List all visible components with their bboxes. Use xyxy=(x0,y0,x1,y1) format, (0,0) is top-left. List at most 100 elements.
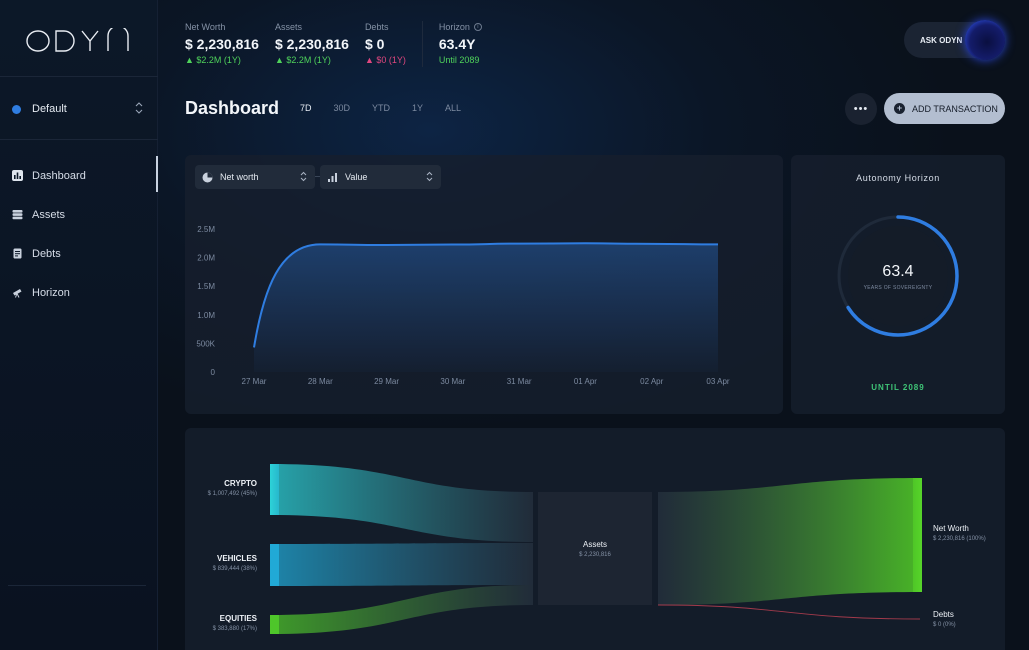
chevron-updown-icon xyxy=(426,171,433,182)
autonomy-value: 63.4 xyxy=(882,263,914,280)
range-tabs: 7D 30D YTD 1Y ALL xyxy=(300,103,483,113)
range-tab-ytd[interactable]: YTD xyxy=(372,103,391,113)
sankey-node-value: $ 2,230,816 xyxy=(579,551,611,558)
net-worth-point[interactable] xyxy=(712,238,724,250)
stat-value: $ 0 xyxy=(364,36,385,52)
ask-odyn-label: ASK ODYN xyxy=(920,35,963,45)
net-worth-point[interactable] xyxy=(579,237,591,249)
sidebar-item-debts[interactable]: Debts xyxy=(0,234,158,273)
stat-label: Horizon i xyxy=(439,21,482,33)
sankey-link-net-worth xyxy=(658,478,920,605)
sidebar-divider xyxy=(8,585,146,586)
stat-horizon: Horizon i 63.4Y Until 2089 xyxy=(439,21,482,67)
stat-label: Assets xyxy=(274,22,302,32)
x-tick-label: 27 Mar xyxy=(242,377,267,386)
stat-assets: Assets $ 2,230,816 ▲ $2.2M (1Y) xyxy=(275,21,349,67)
add-transaction-button[interactable]: + ADD TRANSACTION xyxy=(884,93,1005,124)
metric-dropdown[interactable]: Net worth xyxy=(195,165,315,189)
range-tab-7d[interactable]: 7D xyxy=(300,103,312,113)
sankey-label-equities: EQUITIES $ 383,880 (17%) xyxy=(185,614,257,632)
x-tick-label: 01 Apr xyxy=(574,377,597,386)
net-worth-point[interactable] xyxy=(381,239,393,251)
horizon-progress-ring xyxy=(837,215,959,337)
net-worth-point[interactable] xyxy=(447,239,459,251)
sankey-link-vehicles xyxy=(270,543,533,586)
ask-odyn-button[interactable]: ASK ODYN xyxy=(904,20,1005,60)
info-icon[interactable]: i xyxy=(473,23,482,31)
sankey-panel: Assets $ 2,230,816 CRYPTO $ 1,007,492 (4… xyxy=(185,428,1005,650)
net-worth-point[interactable] xyxy=(513,238,525,250)
sankey-label-value: $ 383,880 (17%) xyxy=(212,626,257,632)
sankey-label-name: VEHICLES xyxy=(216,554,257,563)
stat-sub: Until 2089 xyxy=(438,55,480,65)
sankey-node-crypto[interactable] xyxy=(270,464,279,515)
sankey-label-value: $ 1,007,492 (45%) xyxy=(207,491,257,497)
net-worth-point[interactable] xyxy=(646,238,658,250)
stat-value: 63.4Y xyxy=(438,36,476,52)
net-worth-chart-panel: 0 500K 1.0M 1.5M 2.0M 2.5M 27 Mar 28 Mar 29 Mar 3… xyxy=(185,155,783,414)
bar-signal-icon xyxy=(328,172,337,182)
page-title: Dashboard xyxy=(185,98,280,118)
range-tab-all[interactable]: ALL xyxy=(445,103,462,113)
net-worth-point[interactable] xyxy=(314,238,326,250)
range-tab-1y[interactable]: 1Y xyxy=(412,103,424,113)
document-icon xyxy=(12,248,23,259)
sidebar-item-assets[interactable]: Assets xyxy=(0,195,158,234)
sankey-node-vehicles[interactable] xyxy=(270,544,279,586)
range-tab-30d[interactable]: 30D xyxy=(333,103,351,113)
metric-dropdown-value: Net worth xyxy=(220,172,259,182)
y-tick-label: 500K xyxy=(196,339,215,348)
x-tick-label: 31 Mar xyxy=(507,377,532,386)
portfolio-selector[interactable]: Default xyxy=(12,100,144,118)
stat-divider xyxy=(421,21,423,67)
plus-icon: + xyxy=(894,103,905,114)
stat-value: $ 2,230,816 xyxy=(274,36,349,52)
sidebar-item-label: Assets xyxy=(32,208,66,221)
sankey-node-equities[interactable] xyxy=(270,615,279,634)
sankey-label-name: EQUITIES xyxy=(219,614,257,623)
sankey-label-value: $ 0 (0%) xyxy=(933,622,956,628)
mode-dropdown-value: Value xyxy=(345,172,368,182)
x-tick-label: 03 Apr xyxy=(706,377,729,386)
sankey-node-name: Assets xyxy=(582,539,607,549)
sankey-label-name: Debts xyxy=(933,610,954,619)
assistant-orb-icon[interactable] xyxy=(965,20,1005,60)
sankey-label-crypto: CRYPTO $ 1,007,492 (45%) xyxy=(185,479,257,497)
sankey-label-value: $ 839,444 (38%) xyxy=(212,566,257,572)
sidebar-item-dashboard[interactable]: Dashboard xyxy=(0,156,158,195)
net-worth-point[interactable] xyxy=(248,341,260,353)
stat-debts: Debts $ 0 ▲ $0 (1Y) xyxy=(365,21,406,67)
sankey-node-net-worth[interactable] xyxy=(913,478,922,592)
sankey-diagram xyxy=(270,464,922,634)
sidebar-item-label: Debts xyxy=(32,247,61,260)
stat-change: ▲ $2.2M (1Y) xyxy=(185,55,241,65)
x-tick-label: 29 Mar xyxy=(374,377,399,386)
sidebar-nav: Dashboard Assets Debts Horizon xyxy=(0,156,158,312)
telescope-icon xyxy=(12,287,23,298)
stat-value: $ 2,230,816 xyxy=(185,36,259,52)
sidebar: Default Dashboard Assets xyxy=(0,0,158,650)
y-tick-label: 1.5M xyxy=(197,282,215,291)
y-tick-label: 2.0M xyxy=(197,254,215,263)
sankey-label-value: $ 2,230,816 (100%) xyxy=(933,536,986,542)
autonomy-horizon-panel: Autonomy Horizon 63.4 YEARS OF SOVEREIGN… xyxy=(791,155,1005,414)
x-tick-label: 28 Mar xyxy=(308,377,333,386)
chart-icon xyxy=(12,170,23,181)
sidebar-item-horizon[interactable]: Horizon xyxy=(0,273,158,312)
sidebar-item-label: Dashboard xyxy=(32,169,86,182)
dropdown-connector xyxy=(315,176,320,177)
header-stats: Net Worth $ 2,230,816 ▲ $2.2M (1Y) Asset… xyxy=(185,21,498,67)
odyn-logo xyxy=(26,28,129,52)
ring-progress-arc xyxy=(837,215,959,337)
mode-dropdown[interactable]: Value xyxy=(320,165,441,189)
autonomy-until: UNTIL 2089 xyxy=(871,383,925,392)
autonomy-title: Autonomy Horizon xyxy=(856,173,940,183)
more-options-button[interactable]: ••• xyxy=(845,93,877,125)
chevron-updown-icon xyxy=(300,171,307,182)
stat-change: ▲ $2.2M (1Y) xyxy=(274,55,331,65)
sankey-label-vehicles: VEHICLES $ 839,444 (38%) xyxy=(185,554,257,572)
sankey-node-assets[interactable]: Assets $ 2,230,816 xyxy=(538,492,652,605)
net-worth-area xyxy=(254,243,718,372)
sankey-link-equities xyxy=(270,585,533,634)
x-tick-label: 02 Apr xyxy=(640,377,663,386)
